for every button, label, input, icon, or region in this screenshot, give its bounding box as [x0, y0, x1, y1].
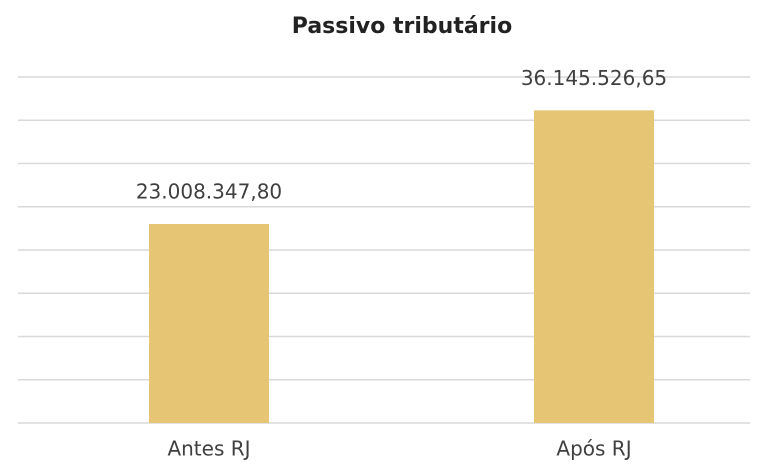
x-tick-label: Após RJ	[556, 437, 631, 461]
value-label: 36.145.526,65	[521, 66, 667, 90]
bar	[534, 110, 654, 424]
chart-title: Passivo tributário	[292, 14, 512, 39]
value-label: 23.008.347,80	[136, 179, 282, 203]
x-tick-label: Antes RJ	[167, 437, 250, 461]
bar	[149, 223, 269, 423]
